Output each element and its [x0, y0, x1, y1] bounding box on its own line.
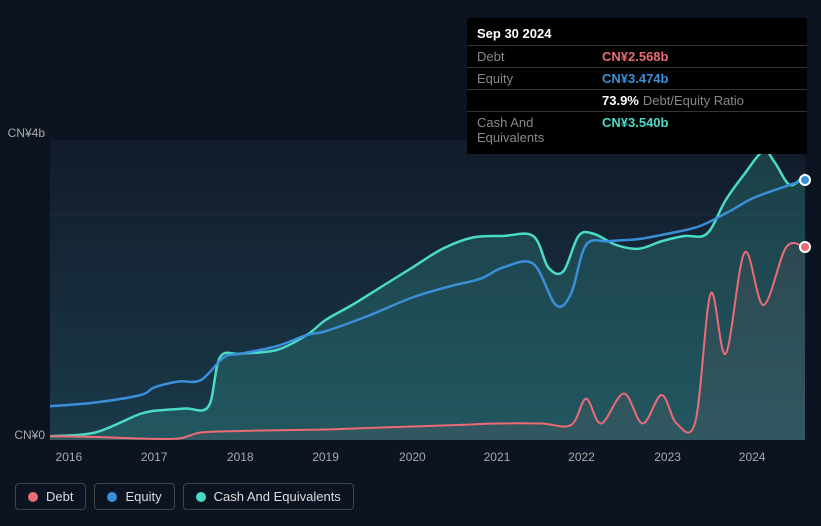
legend-label: Equity	[125, 489, 161, 504]
plot-area[interactable]	[50, 140, 805, 440]
legend-swatch	[28, 492, 38, 502]
x-tick: 2017	[141, 450, 168, 464]
debt-endpoint-marker	[799, 241, 811, 253]
legend-swatch	[196, 492, 206, 502]
x-tick: 2019	[312, 450, 339, 464]
legend-item-equity[interactable]: Equity	[94, 483, 174, 510]
tooltip-label: Debt	[477, 49, 602, 64]
equity-endpoint-marker	[799, 174, 811, 186]
tooltip-date: Sep 30 2024	[467, 24, 807, 45]
chart-tooltip: Sep 30 2024 DebtCN¥2.568bEquityCN¥3.474b…	[467, 18, 807, 154]
x-tick: 2023	[654, 450, 681, 464]
y-axis-max: CN¥4b	[0, 126, 45, 140]
tooltip-ratio: 73.9%Debt/Equity Ratio	[602, 93, 744, 108]
tooltip-label: Cash And Equivalents	[477, 115, 602, 145]
x-tick: 2018	[227, 450, 254, 464]
legend-item-cash-and-equivalents[interactable]: Cash And Equivalents	[183, 483, 354, 510]
legend-label: Cash And Equivalents	[214, 489, 341, 504]
x-tick: 2020	[399, 450, 426, 464]
tooltip-value: CN¥2.568b	[602, 49, 668, 64]
y-axis-min: CN¥0	[0, 428, 45, 442]
tooltip-row: DebtCN¥2.568b	[467, 45, 807, 67]
tooltip-row: 73.9%Debt/Equity Ratio	[467, 89, 807, 111]
x-tick: 2022	[568, 450, 595, 464]
x-tick: 2024	[739, 450, 766, 464]
legend-label: Debt	[46, 489, 73, 504]
x-axis: 2016 2017 2018 2019 2020 2021 2022 2023 2024	[50, 450, 805, 470]
x-tick: 2016	[56, 450, 83, 464]
tooltip-label: Equity	[477, 71, 602, 86]
tooltip-value: CN¥3.540b	[602, 115, 668, 145]
financial-chart: CN¥4b CN¥0 20162017201820192020202120222…	[15, 120, 805, 500]
tooltip-row: Cash And EquivalentsCN¥3.540b	[467, 111, 807, 148]
tooltip-value: CN¥3.474b	[602, 71, 668, 86]
x-tick: 2021	[484, 450, 511, 464]
legend-swatch	[107, 492, 117, 502]
legend: Debt Equity Cash And Equivalents	[15, 483, 354, 510]
tooltip-row: EquityCN¥3.474b	[467, 67, 807, 89]
tooltip-label	[477, 93, 602, 108]
legend-item-debt[interactable]: Debt	[15, 483, 86, 510]
